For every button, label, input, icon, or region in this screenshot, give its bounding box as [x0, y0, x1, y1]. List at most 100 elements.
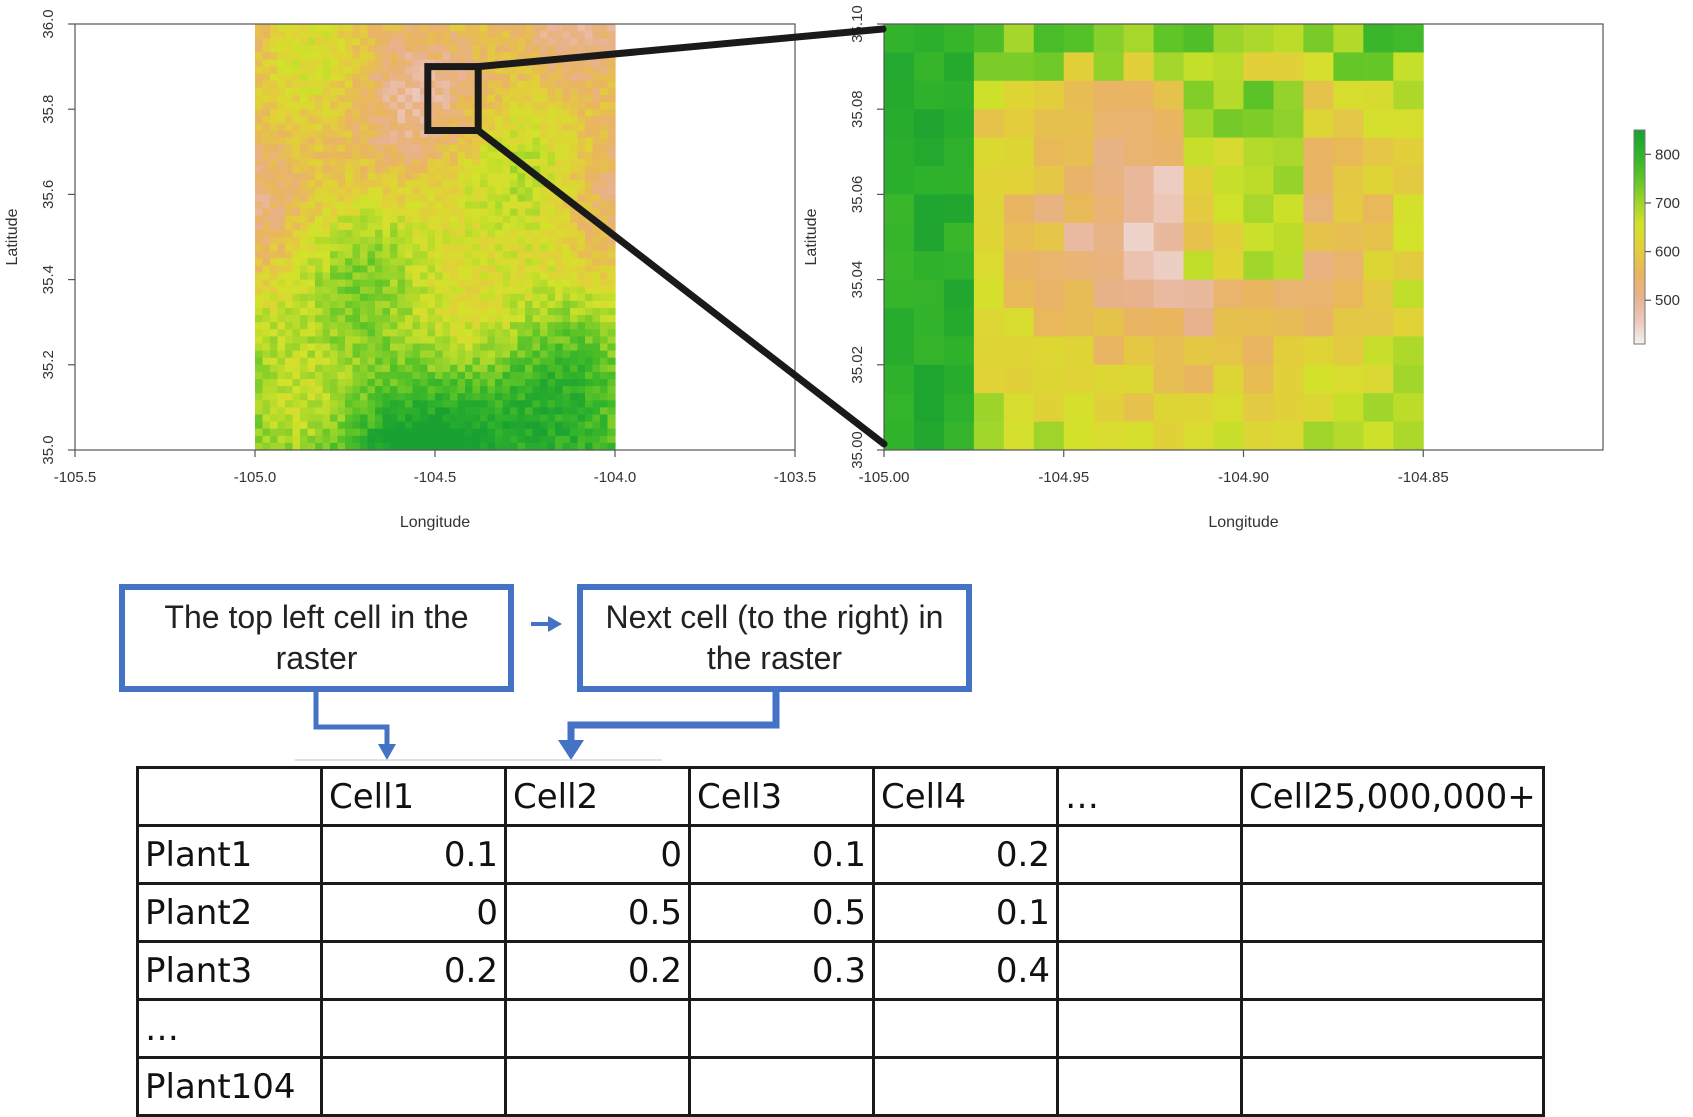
raster-cell	[577, 251, 586, 259]
raster-cell	[600, 393, 609, 401]
raster-cell	[322, 73, 331, 82]
raster-cell	[315, 272, 324, 281]
raster-cell	[367, 151, 376, 160]
raster-cell	[427, 130, 436, 139]
raster-cell	[472, 137, 481, 146]
raster-cell	[532, 421, 541, 430]
raster-cell	[427, 66, 436, 75]
raster-cell	[397, 379, 406, 387]
raster-cell	[465, 151, 474, 160]
raster-cell	[450, 357, 459, 366]
raster-cell	[277, 215, 286, 224]
raster-cell	[502, 158, 511, 167]
raster-cell	[884, 137, 915, 167]
raster-cell	[352, 265, 361, 274]
raster-cell	[480, 386, 489, 394]
raster-cell	[345, 258, 354, 266]
raster-cell	[1363, 109, 1394, 139]
raster-cell	[360, 109, 369, 117]
raster-cell	[607, 38, 616, 46]
raster-cell	[585, 187, 594, 195]
raster-cell	[1033, 52, 1065, 82]
raster-cell	[532, 52, 541, 61]
raster-cell	[502, 237, 511, 245]
raster-cell	[472, 379, 481, 387]
raster-cell	[285, 73, 294, 82]
raster-cell	[457, 151, 466, 160]
raster-cell	[420, 215, 429, 224]
raster-cell	[472, 194, 481, 203]
raster-cell	[427, 435, 436, 444]
raster-cell	[1273, 24, 1304, 53]
raster-cell	[352, 116, 361, 124]
raster-cell	[382, 222, 391, 231]
raster-cell	[345, 52, 354, 61]
raster-cell	[525, 194, 534, 203]
raster-cell	[405, 421, 414, 430]
raster-cell	[285, 336, 294, 345]
raster-cell	[487, 308, 496, 316]
raster-cell	[315, 116, 324, 124]
raster-cell	[547, 166, 556, 174]
raster-cell	[412, 116, 421, 124]
raster-cell	[375, 272, 384, 281]
raster-cell	[547, 73, 556, 82]
raster-cell	[427, 173, 436, 181]
raster-cell	[420, 407, 429, 416]
raster-cell	[607, 201, 616, 210]
raster-cell	[450, 194, 459, 203]
raster-cell	[607, 116, 616, 124]
raster-cell	[367, 66, 376, 75]
raster-cell	[1393, 52, 1424, 82]
raster-cell	[255, 194, 264, 203]
raster-cell	[540, 66, 549, 75]
raster-cell	[547, 229, 556, 238]
raster-cell	[1093, 336, 1125, 366]
raster-cell	[607, 187, 616, 195]
raster-cell	[322, 229, 331, 238]
raster-cell	[547, 144, 556, 153]
raster-cell	[442, 31, 451, 39]
raster-cell	[457, 109, 466, 117]
raster-cell	[397, 251, 406, 259]
raster-cell	[397, 336, 406, 345]
raster-cell	[427, 251, 436, 259]
raster-cell	[412, 272, 421, 281]
raster-cell	[1033, 222, 1065, 252]
raster-cell	[510, 187, 519, 195]
raster-cell	[270, 52, 279, 61]
raster-cell	[412, 435, 421, 444]
raster-cell	[292, 308, 301, 316]
raster-cell	[1093, 166, 1125, 195]
raster-cell	[397, 350, 406, 359]
raster-cell	[292, 102, 301, 110]
raster-cell	[307, 102, 316, 110]
raster-cell	[1063, 308, 1095, 337]
raster-cell	[1183, 109, 1215, 139]
raster-cell	[255, 414, 264, 423]
raster-cell	[472, 180, 481, 188]
raster-cell	[277, 421, 286, 430]
raster-cell	[360, 428, 369, 437]
raster-cell	[480, 308, 489, 316]
raster-cell	[420, 31, 429, 39]
raster-cell	[352, 173, 361, 181]
raster-cell	[600, 237, 609, 245]
raster-cell	[345, 166, 354, 174]
x-tick-label: -104.5	[414, 469, 457, 486]
raster-cell	[412, 109, 421, 117]
raster-cell	[577, 95, 586, 103]
raster-cell	[570, 194, 579, 203]
raster-cell	[352, 194, 361, 203]
raster-cell	[322, 308, 331, 316]
raster-cell	[405, 229, 414, 238]
raster-cell	[292, 87, 301, 96]
raster-cell	[337, 308, 346, 316]
raster-cell	[315, 45, 324, 53]
raster-cell	[300, 300, 309, 309]
raster-cell	[270, 293, 279, 302]
raster-cell	[405, 137, 414, 146]
raster-cell	[322, 151, 331, 160]
raster-cell	[1303, 393, 1334, 423]
raster-cell	[300, 116, 309, 124]
